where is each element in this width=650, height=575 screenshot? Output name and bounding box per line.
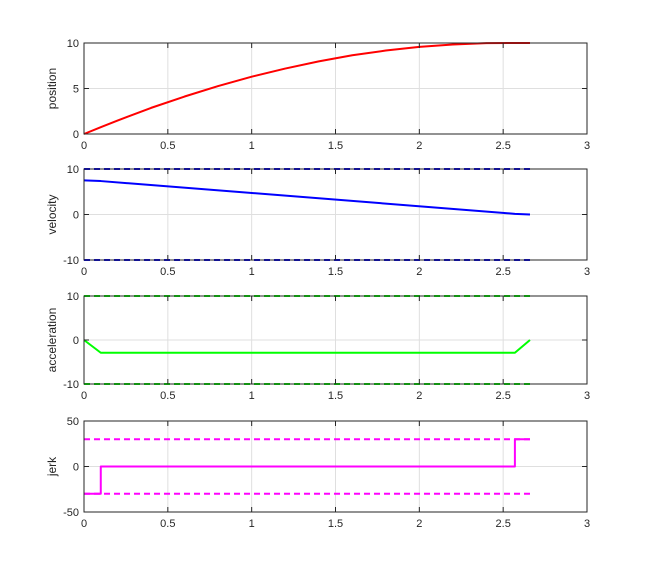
x-tick-label: 2 — [416, 390, 422, 402]
x-tick-label: 0.5 — [160, 518, 175, 530]
x-tick-label: 2.5 — [496, 518, 511, 530]
x-tick-label: 1.5 — [328, 518, 343, 530]
x-tick-label: 0 — [81, 390, 87, 402]
y-axis-label: velocity — [45, 194, 59, 234]
x-tick-label: 3 — [584, 266, 590, 278]
x-tick-label: 0 — [81, 518, 87, 530]
x-tick-label: 1.5 — [328, 266, 343, 278]
x-tick-label: 1.5 — [328, 140, 343, 152]
x-tick-label: 1 — [249, 140, 255, 152]
x-tick-label: 2 — [416, 140, 422, 152]
x-tick-label: 0 — [81, 266, 87, 278]
y-axis-label: position — [45, 68, 59, 109]
y-tick-label: 0 — [73, 129, 79, 141]
x-tick-label: 1.5 — [328, 390, 343, 402]
x-tick-label: 2.5 — [496, 140, 511, 152]
acceleration-series-line — [83, 339, 531, 354]
y-tick-label: 0 — [73, 462, 79, 474]
x-tick-label: 3 — [584, 390, 590, 402]
x-tick-label: 2.5 — [496, 390, 511, 402]
velocity-series-line — [83, 179, 531, 216]
y-tick-label: 5 — [73, 84, 79, 96]
x-tick-label: 3 — [584, 140, 590, 152]
y-tick-label: 0 — [73, 335, 79, 347]
y-tick-label: 10 — [67, 291, 79, 303]
y-tick-label: 0 — [73, 210, 79, 222]
x-tick-label: 0.5 — [160, 140, 175, 152]
position-series-line — [83, 42, 530, 135]
y-tick-label: -10 — [63, 379, 79, 391]
y-axis-label: jerk — [45, 456, 59, 477]
x-tick-label: 1 — [249, 518, 255, 530]
y-tick-label: 10 — [67, 38, 79, 50]
x-tick-label: 2.5 — [496, 266, 511, 278]
y-tick-label: 50 — [67, 416, 79, 428]
x-tick-label: 3 — [584, 518, 590, 530]
x-tick-label: 0.5 — [160, 266, 175, 278]
x-tick-label: 0 — [81, 140, 87, 152]
y-tick-label: -50 — [63, 507, 79, 519]
subplot-position: 0 0.5 1 1.5 2 2.5 3 0 5 10 position — [45, 38, 590, 152]
y-tick-label: -10 — [63, 255, 79, 267]
x-tick-label: 1 — [249, 266, 255, 278]
x-tick-label: 1 — [249, 390, 255, 402]
x-tick-label: 2 — [416, 266, 422, 278]
x-tick-label: 2 — [416, 518, 422, 530]
y-axis-label: acceleration — [45, 308, 59, 373]
x-tick-label: 0.5 — [160, 390, 175, 402]
y-tick-label: 10 — [67, 164, 79, 176]
